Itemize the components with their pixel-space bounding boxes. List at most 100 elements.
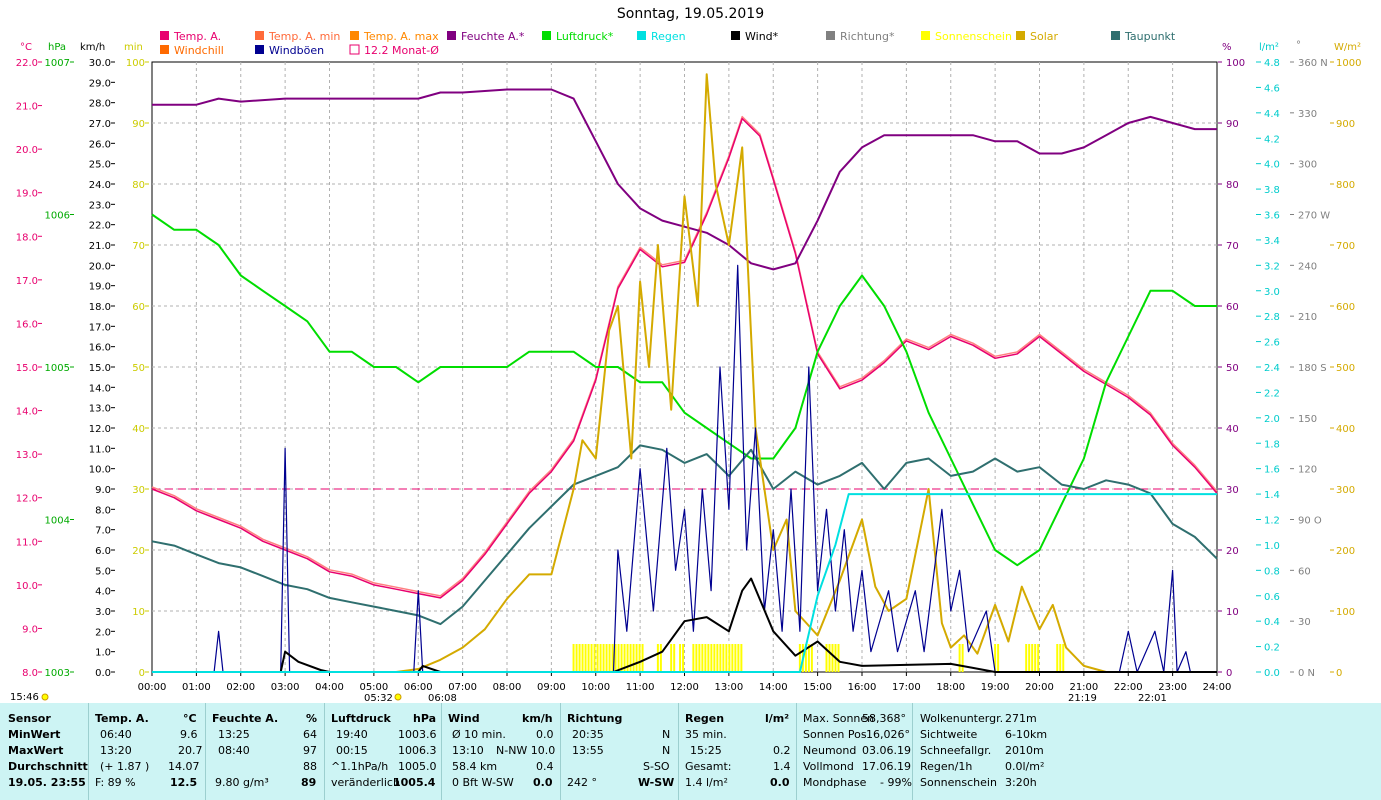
wind-tick-label: 11.0	[89, 444, 111, 455]
temp-min-time: 06:40	[100, 728, 132, 741]
rain-unit: l/m²	[765, 712, 790, 725]
series-regen	[152, 493, 1217, 673]
rain-tick-label: 0.0	[1264, 668, 1280, 679]
sunmin-tick-label: 30	[132, 485, 145, 496]
legend-swatch	[350, 31, 359, 40]
rain-tick-label: 3.0	[1264, 287, 1280, 298]
temp-min: 9.6	[180, 728, 198, 741]
wind-tick-label: 15.0	[89, 363, 111, 374]
chart-axes: 22.0 21.0 20.0 19.0 18.0 17.0 16.0 15.0 14.0 13.0…	[10, 40, 1361, 703]
dir-r1: N	[662, 728, 671, 741]
sunrise-time-label: 05:32	[364, 693, 393, 703]
temp-now-note: F: 89 %	[95, 776, 136, 789]
legend-swatch	[731, 31, 740, 40]
humidity-tick-label: 20	[1226, 546, 1239, 557]
sunrise-time-label: 06:08	[428, 693, 457, 703]
legend-swatch	[542, 31, 551, 40]
rain-sum: 1.4 l/m²	[685, 776, 728, 789]
legend-label: Regen	[651, 30, 686, 43]
legend-label: Sonnenschein	[935, 30, 1012, 43]
solar-tick-label: 500	[1336, 363, 1355, 374]
x-tick-label: 24:00	[1203, 682, 1232, 693]
humidity-tick-label: 100	[1226, 58, 1245, 69]
label-sensor: Sensor	[8, 712, 51, 725]
chart-series	[151, 73, 1218, 673]
solar-tick-label: 400	[1336, 424, 1355, 435]
dir-now-deg: 242 °	[567, 776, 597, 789]
direction-tick-label: 120	[1298, 465, 1317, 476]
direction-tick-label: 150	[1298, 414, 1317, 425]
wind-tick-label: 21.0	[89, 241, 111, 252]
dir-now: W-SW	[638, 776, 675, 789]
rain-header: Regen	[685, 712, 725, 725]
astro-label: Max. Sonnen	[803, 712, 875, 725]
series-solar	[152, 73, 1217, 673]
rain-tick-label: 0.2	[1264, 643, 1280, 654]
x-tick-label: 21:00	[1069, 682, 1098, 693]
hum-header: Feuchte A.	[212, 712, 279, 725]
temp-avg: 14.07	[168, 760, 200, 773]
humidity-tick-label: 50	[1226, 363, 1239, 374]
x-tick-label: 04:00	[315, 682, 344, 693]
x-tick-label: 13:00	[714, 682, 743, 693]
direction-tick-label: 240	[1298, 261, 1317, 272]
solar-tick-label: 300	[1336, 485, 1355, 496]
legend-swatch	[255, 31, 264, 40]
rain-tick-label: 2.4	[1264, 363, 1280, 374]
legend-swatch	[637, 31, 646, 40]
legend-label: Richtung*	[840, 30, 895, 43]
press-avg-note: ^1.1hPa/h	[331, 760, 389, 773]
wind-tick-label: 7.0	[95, 526, 111, 537]
hum-min-time: 13:25	[218, 728, 250, 741]
legend-swatch	[160, 31, 169, 40]
x-tick-label: 20:00	[1025, 682, 1054, 693]
wind-tick-label: 20.0	[89, 261, 111, 272]
wind-tick-label: 19.0	[89, 282, 111, 293]
pressure-tick-label: 1003	[45, 668, 70, 679]
x-tick-label: 06:00	[404, 682, 433, 693]
legend-label: Temp. A. max	[363, 30, 439, 43]
humidity-tick-label: 30	[1226, 485, 1239, 496]
legend-label: 12.2 Monat-Ø	[364, 44, 439, 57]
press-min: 1003.6	[398, 728, 437, 741]
x-tick-label: 00:00	[138, 682, 167, 693]
temp-unit: °C	[183, 712, 197, 725]
astro-label: Vollmond	[803, 760, 854, 773]
legend-label: Windböen	[269, 44, 324, 57]
x-tick-label: 03:00	[271, 682, 300, 693]
wind-distance: 58.4 km	[452, 760, 498, 773]
hum-max-time: 08:40	[218, 744, 250, 757]
humidity-tick-label: 10	[1226, 607, 1239, 618]
sunmin-tick-label: 0	[139, 668, 145, 679]
rain-tick-label: 4.6	[1264, 83, 1280, 94]
temp-tick-label: 21.0	[16, 102, 38, 113]
legend-swatch	[255, 45, 264, 54]
series-wind-	[152, 577, 1217, 673]
humidity-tick-label: 90	[1226, 119, 1239, 130]
wind-tick-label: 22.0	[89, 221, 111, 232]
solar-tick-label: 700	[1336, 241, 1355, 252]
dir-header: Richtung	[567, 712, 623, 725]
legend-swatch	[447, 31, 456, 40]
dir-r2-time: 13:55	[572, 744, 604, 757]
legend-label: Taupunkt	[1124, 30, 1176, 43]
x-tick-label: 15:00	[803, 682, 832, 693]
direction-tick-label: 360 N	[1298, 58, 1328, 69]
humidity-tick-label: 70	[1226, 241, 1239, 252]
temp-avg-note: (+ 1.87 )	[100, 760, 150, 773]
temp-unit-label: °C	[20, 42, 32, 53]
direction-tick-label: 90 O	[1298, 516, 1322, 527]
wind-tick-label: 3.0	[95, 607, 111, 618]
temp-tick-label: 20.0	[16, 145, 38, 156]
wind-tick-label: 30.0	[89, 58, 111, 69]
temp-tick-label: 22.0	[16, 58, 38, 69]
wind-tick-label: 17.0	[89, 322, 111, 333]
wind-avg10: 0.0	[536, 728, 554, 741]
x-tick-label: 11:00	[626, 682, 655, 693]
moon-time-label: 15:46	[10, 692, 39, 703]
pressure-tick-label: 1007	[45, 58, 70, 69]
humidity-tick-label: 40	[1226, 424, 1239, 435]
legend-label: Wind*	[745, 30, 779, 43]
press-max: 1006.3	[398, 744, 437, 757]
wind-avg10-label: Ø 10 min.	[452, 728, 506, 741]
